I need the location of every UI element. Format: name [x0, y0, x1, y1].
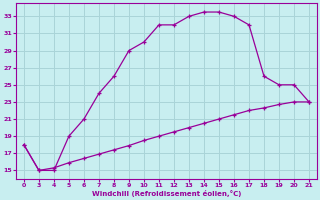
X-axis label: Windchill (Refroidissement éolien,°C): Windchill (Refroidissement éolien,°C) [92, 190, 241, 197]
